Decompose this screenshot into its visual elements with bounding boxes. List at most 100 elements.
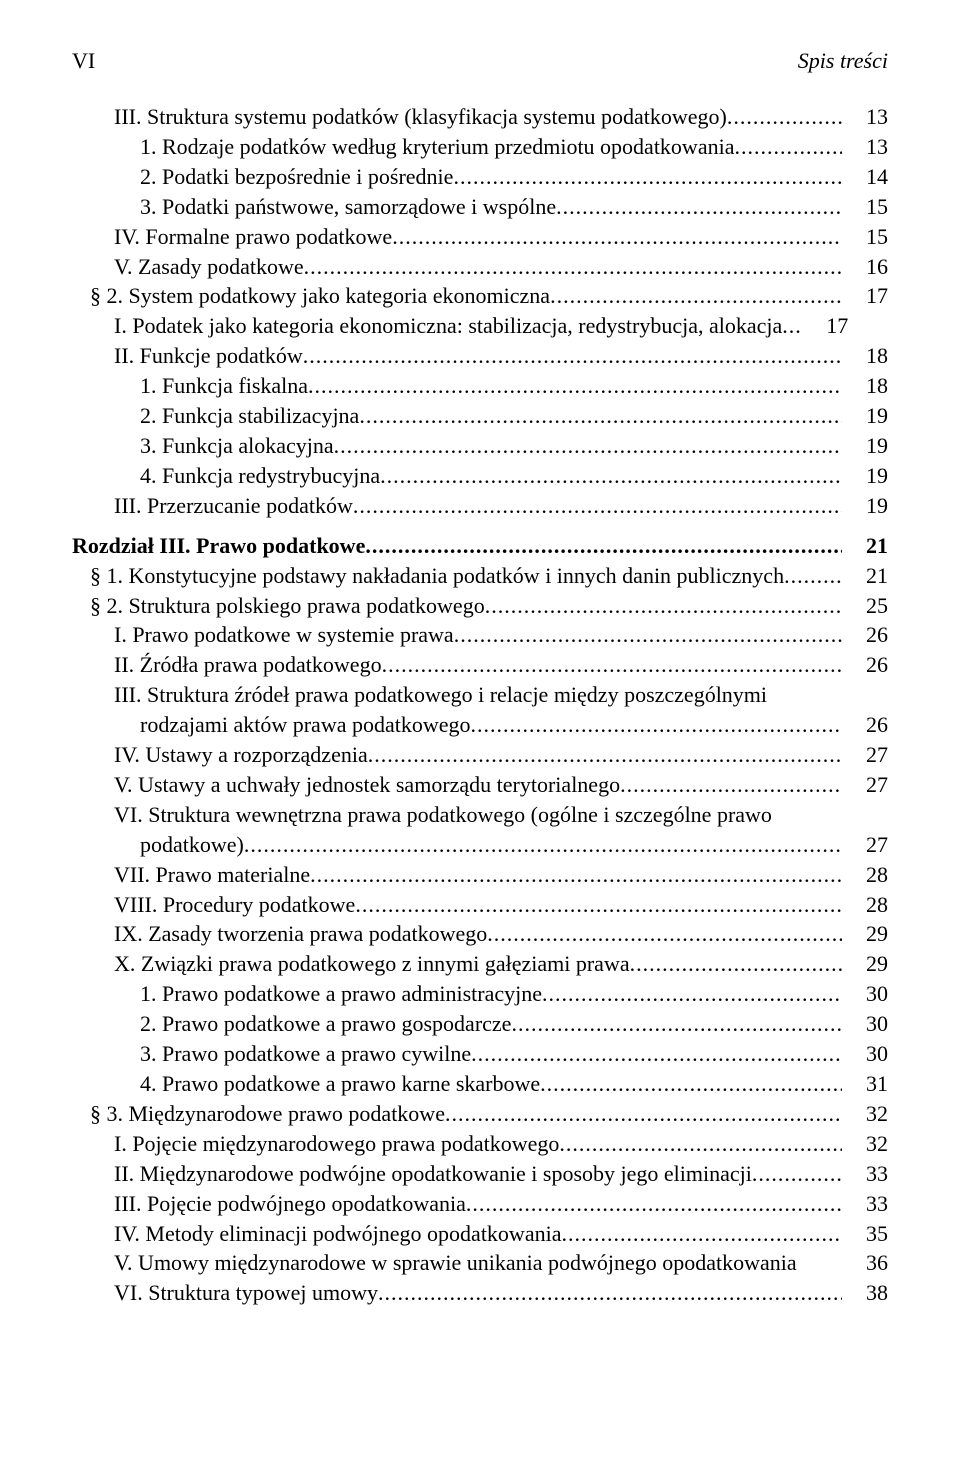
toc-entry: I. Podatek jako kategoria ekonomiczna: s… <box>72 311 888 341</box>
page-number-roman: VI <box>72 48 95 74</box>
toc-leader <box>540 1069 842 1099</box>
toc-label: IX. Zasady tworzenia prawa podatkowego <box>114 919 487 949</box>
toc-label: 1. Prawo podatkowe a prawo administracyj… <box>140 979 542 1009</box>
toc-entry: rodzajami aktów prawa podatkowego 26 <box>72 710 888 740</box>
toc-label: 1. Funkcja fiskalna <box>140 371 308 401</box>
toc-entry: III. Struktura systemu podatków (klasyfi… <box>72 102 888 132</box>
toc-page-number: 38 <box>842 1278 888 1308</box>
toc-entry: 3. Podatki państwowe, samorządowe i wspó… <box>72 192 888 222</box>
toc-label: III. Przerzucanie podatków <box>114 491 353 521</box>
toc-leader <box>550 281 842 311</box>
toc-label: § 3. Międzynarodowe prawo podatkowe <box>90 1099 445 1129</box>
toc-entry: 1. Funkcja fiskalna 18 <box>72 371 888 401</box>
toc-label: I. Podatek jako kategoria ekonomiczna: s… <box>114 311 782 341</box>
toc-label: III. Struktura źródeł prawa podatkowego … <box>114 680 767 710</box>
toc-page-number: 17 <box>842 281 888 311</box>
toc-leader <box>471 1039 842 1069</box>
toc-page-number: 26 <box>842 710 888 740</box>
toc-entry: II. Źródła prawa podatkowego 26 <box>72 650 888 680</box>
toc-page-number: 17 <box>802 311 848 341</box>
toc-leader <box>782 311 802 341</box>
toc-entry: VIII. Procedury podatkowe 28 <box>72 890 888 920</box>
toc-page-number: 30 <box>842 1039 888 1069</box>
toc-entry: III. Pojęcie podwójnego opodatkowania 33 <box>72 1189 888 1219</box>
toc-page-number: 36 <box>842 1248 888 1278</box>
toc-entry: V. Zasady podatkowe 16 <box>72 252 888 282</box>
toc-page-number: 32 <box>842 1099 888 1129</box>
toc-entry: V. Umowy międzynarodowe w sprawie unikan… <box>72 1248 888 1278</box>
toc-leader <box>454 620 842 650</box>
toc-label: 1. Rodzaje podatków według kryterium prz… <box>140 132 734 162</box>
toc-leader <box>308 371 842 401</box>
toc-leader <box>334 431 842 461</box>
toc-entry: II. Międzynarodowe podwójne opodatkowani… <box>72 1159 888 1189</box>
toc-page-number: 19 <box>842 491 888 521</box>
toc-leader <box>511 1009 842 1039</box>
toc-page-number: 25 <box>842 591 888 621</box>
toc-label: IV. Ustawy a rozporządzenia <box>114 740 368 770</box>
toc-page-number: 19 <box>842 401 888 431</box>
toc-label: 2. Funkcja stabilizacyjna <box>140 401 359 431</box>
toc-label: § 1. Konstytucyjne podstawy nakładania p… <box>90 561 784 591</box>
toc-entry: § 2. System podatkowy jako kategoria eko… <box>72 281 888 311</box>
toc-leader <box>365 531 842 561</box>
toc-entry: IV. Formalne prawo podatkowe 15 <box>72 222 888 252</box>
toc-page-number: 30 <box>842 1009 888 1039</box>
toc-entry: § 2. Struktura polskiego prawa podatkowe… <box>72 591 888 621</box>
toc-page-number: 13 <box>842 102 888 132</box>
toc-entry: III. Struktura źródeł prawa podatkowego … <box>72 680 888 710</box>
toc-label: § 2. Struktura polskiego prawa podatkowe… <box>90 591 485 621</box>
toc-entry: V. Ustawy a uchwały jednostek samorządu … <box>72 770 888 800</box>
toc-leader <box>244 830 842 860</box>
toc-entry: Rozdział III. Prawo podatkowe 21 <box>72 531 888 561</box>
toc-page-number: 19 <box>842 431 888 461</box>
toc-label: 2. Podatki bezpośrednie i pośrednie <box>140 162 453 192</box>
toc-leader <box>359 401 842 431</box>
toc-label: rodzajami aktów prawa podatkowego <box>140 710 471 740</box>
toc-page-number: 32 <box>842 1129 888 1159</box>
toc-leader <box>353 491 842 521</box>
toc-leader <box>392 222 842 252</box>
toc-page-number: 28 <box>842 890 888 920</box>
toc-leader <box>304 252 842 282</box>
toc-entry: 4. Funkcja redystrybucyjna 19 <box>72 461 888 491</box>
toc-label: 4. Prawo podatkowe a prawo karne skarbow… <box>140 1069 540 1099</box>
toc-page-number: 21 <box>842 531 888 561</box>
toc-label: 3. Prawo podatkowe a prawo cywilne <box>140 1039 471 1069</box>
page: VI Spis treści III. Struktura systemu po… <box>0 0 960 1472</box>
toc-leader <box>561 1219 842 1249</box>
toc-label: V. Umowy międzynarodowe w sprawie unikan… <box>114 1248 797 1278</box>
toc-page-number: 13 <box>842 132 888 162</box>
toc-label: 4. Funkcja redystrybucyjna <box>140 461 380 491</box>
toc-leader <box>453 162 842 192</box>
toc-leader <box>487 919 842 949</box>
toc-leader <box>382 650 842 680</box>
header-title: Spis treści <box>798 48 888 74</box>
toc-leader <box>620 770 842 800</box>
toc-label: I. Pojęcie międzynarodowego prawa podatk… <box>114 1129 559 1159</box>
toc-page-number: 30 <box>842 979 888 1009</box>
toc-leader <box>445 1099 842 1129</box>
toc-entry: 3. Funkcja alokacyjna 19 <box>72 431 888 461</box>
toc-entry: X. Związki prawa podatkowego z innymi ga… <box>72 949 888 979</box>
toc-leader <box>734 132 842 162</box>
toc-page-number: 26 <box>842 620 888 650</box>
toc-entry: II. Funkcje podatków 18 <box>72 341 888 371</box>
toc-entry: 2. Funkcja stabilizacyjna 19 <box>72 401 888 431</box>
toc-label: V. Ustawy a uchwały jednostek samorządu … <box>114 770 620 800</box>
toc-page-number: 15 <box>842 222 888 252</box>
toc-entry: § 3. Międzynarodowe prawo podatkowe 32 <box>72 1099 888 1129</box>
toc-page-number: 27 <box>842 770 888 800</box>
toc-leader <box>471 710 843 740</box>
toc-label: I. Prawo podatkowe w systemie prawa <box>114 620 454 650</box>
toc-page-number: 29 <box>842 919 888 949</box>
toc-entry: podatkowe) 27 <box>72 830 888 860</box>
toc-page-number: 27 <box>842 740 888 770</box>
toc-entry: IV. Ustawy a rozporządzenia 27 <box>72 740 888 770</box>
toc-leader <box>378 1278 842 1308</box>
toc-entry: 2. Prawo podatkowe a prawo gospodarcze 3… <box>72 1009 888 1039</box>
toc-leader <box>542 979 842 1009</box>
toc-leader <box>727 102 842 132</box>
toc-leader <box>355 890 842 920</box>
toc-leader <box>559 1129 842 1159</box>
